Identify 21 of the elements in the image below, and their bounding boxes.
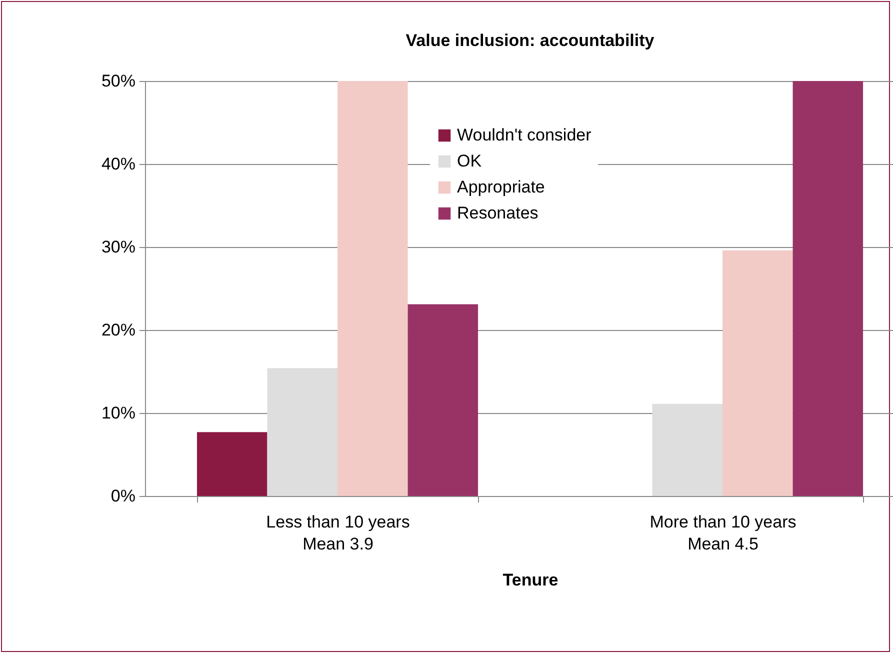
x-tick-label: Less than 10 years Mean 3.9 [266, 512, 410, 554]
bar [408, 304, 478, 496]
bar [338, 81, 408, 496]
legend-label: Appropriate [457, 178, 545, 196]
legend-label: Wouldn't consider [457, 126, 592, 144]
y-tick-label: 0% [110, 486, 136, 506]
y-tick-label: 40% [101, 154, 136, 174]
y-tick-label: 30% [101, 238, 136, 256]
bar [722, 250, 793, 496]
x-tick-label: More than 10 years Mean 4.5 [650, 512, 796, 554]
legend-label: OK [457, 152, 482, 170]
y-tick-label: 10% [101, 404, 136, 422]
bar [267, 368, 338, 496]
bar [196, 432, 268, 496]
bar [792, 81, 864, 496]
y-tick-label: 20% [101, 320, 136, 340]
bar [652, 404, 722, 496]
x-axis-title: Tenure [502, 570, 558, 590]
legend-label: Resonates [457, 204, 538, 222]
y-tick-label: 50% [101, 72, 136, 90]
chart-title: Value inclusion: accountability [406, 31, 655, 50]
